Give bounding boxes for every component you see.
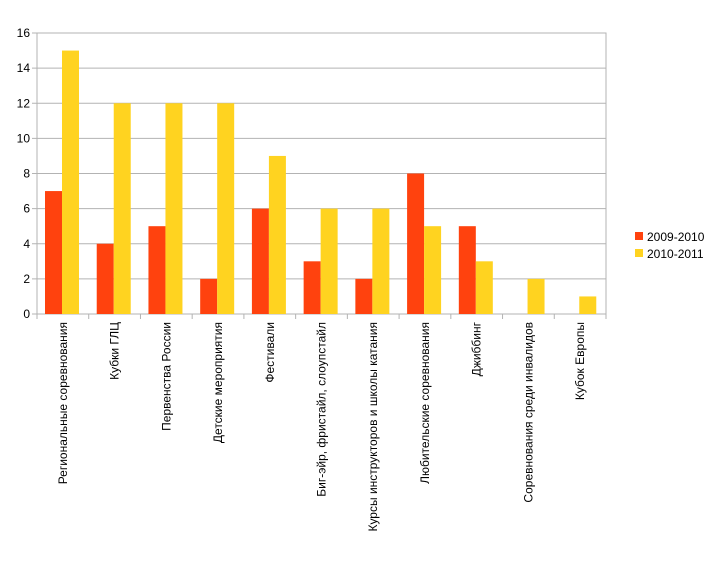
bar-2010-2011 [527,278,545,314]
legend-label: 2009-2010 [647,230,705,244]
y-tick-label: 14 [17,61,31,75]
bar-2009-2010 [200,278,218,314]
bar-2010-2011 [217,103,235,314]
bar-2009-2010 [355,278,373,314]
x-tick-label: Джиббинг [470,321,484,376]
bar-2010-2011 [320,208,338,314]
x-tick-label: Курсы инструкторов и школы катания [366,322,380,532]
x-tick-label: Кубок Европы [573,322,587,400]
x-tick-label: Региональные соревнования [56,322,70,484]
y-tick-label: 0 [23,307,30,321]
bar-2010-2011 [424,226,442,314]
bar-2010-2011 [268,155,286,314]
x-tick-label: Любительские соревнования [418,322,432,484]
bar-2009-2010 [96,243,114,314]
bar-2009-2010 [148,226,166,314]
y-tick-label: 10 [17,131,31,145]
bar-2009-2010 [458,226,476,314]
x-tick-label: Биг-эйр, фристайл, слоупстайл [315,322,329,497]
bar-2009-2010 [407,173,425,314]
bar-2010-2011 [475,261,493,314]
x-tick-label: Детские мероприятия [211,322,225,443]
y-tick-label: 6 [23,202,30,216]
bar-2010-2011 [165,103,183,314]
bar-2010-2011 [372,208,390,314]
x-tick-label: Соревнования среди инвалидов [521,322,535,503]
bar-2009-2010 [303,261,321,314]
x-tick-label: Кубки ГЛЦ [108,322,122,380]
bar-2009-2010 [251,208,269,314]
legend-label: 2010-2011 [647,247,704,261]
y-tick-label: 2 [23,272,30,286]
legend-swatch [635,232,643,240]
y-tick-label: 4 [23,237,30,251]
bar-2010-2011 [62,50,79,314]
y-tick-label: 12 [17,96,31,110]
bar-2009-2010 [45,191,62,314]
bar-2010-2011 [579,296,597,314]
bar-2010-2011 [113,103,131,314]
y-tick-label: 8 [23,167,30,181]
x-tick-label: Фестивали [263,322,277,383]
x-tick-label: Первенства России [159,322,173,431]
y-tick-label: 16 [17,26,31,40]
legend-swatch [635,249,643,257]
